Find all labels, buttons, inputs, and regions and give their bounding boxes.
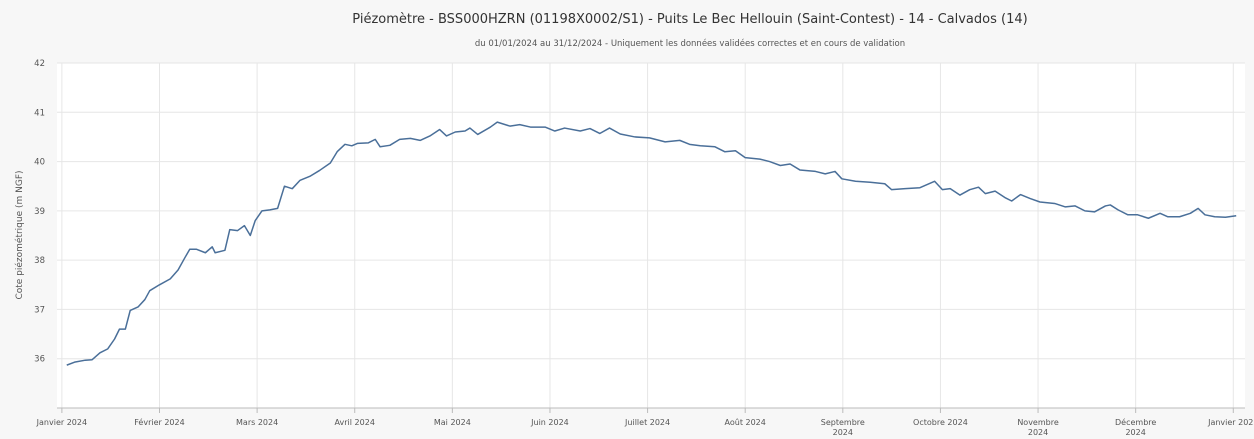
x-tick-label: Octobre 2024 [913,418,968,427]
x-tick-label: Avril 2024 [334,418,375,427]
y-tick-label: 38 [34,256,45,266]
chart-subtitle: du 01/01/2024 au 31/12/2024 - Uniquement… [475,38,905,49]
x-tick-label: Juin 2024 [531,418,569,427]
x-tick-label: Janvier 2025 [1208,418,1254,427]
data-line [66,121,1237,366]
x-tick-label: Juillet 2024 [625,418,671,427]
plot-area [57,63,1245,408]
y-axis-label: Cote piézométrique (m NGF) [14,170,25,299]
y-tick-label: 39 [34,207,45,217]
x-tick-label: Septembre 2024 [820,418,865,437]
y-tick-label: 42 [34,59,45,69]
y-tick-label: 37 [34,305,45,315]
x-tick-label: Décembre 2024 [1115,418,1157,437]
x-tick-label: Mars 2024 [236,418,279,427]
y-tick-label: 36 [34,355,45,365]
y-tick-label: 40 [34,158,45,168]
x-tick-label: Novembre 2024 [1017,418,1059,437]
x-tick-label: Août 2024 [724,418,766,427]
y-tick-label: 41 [34,108,45,118]
x-tick-label: Mai 2024 [433,418,471,427]
chart-title: Piézomètre - BSS000HZRN (01198X0002/S1) … [352,12,1027,27]
x-tick-label: Février 2024 [134,418,185,427]
x-tick-label: Janvier 2024 [36,418,88,427]
